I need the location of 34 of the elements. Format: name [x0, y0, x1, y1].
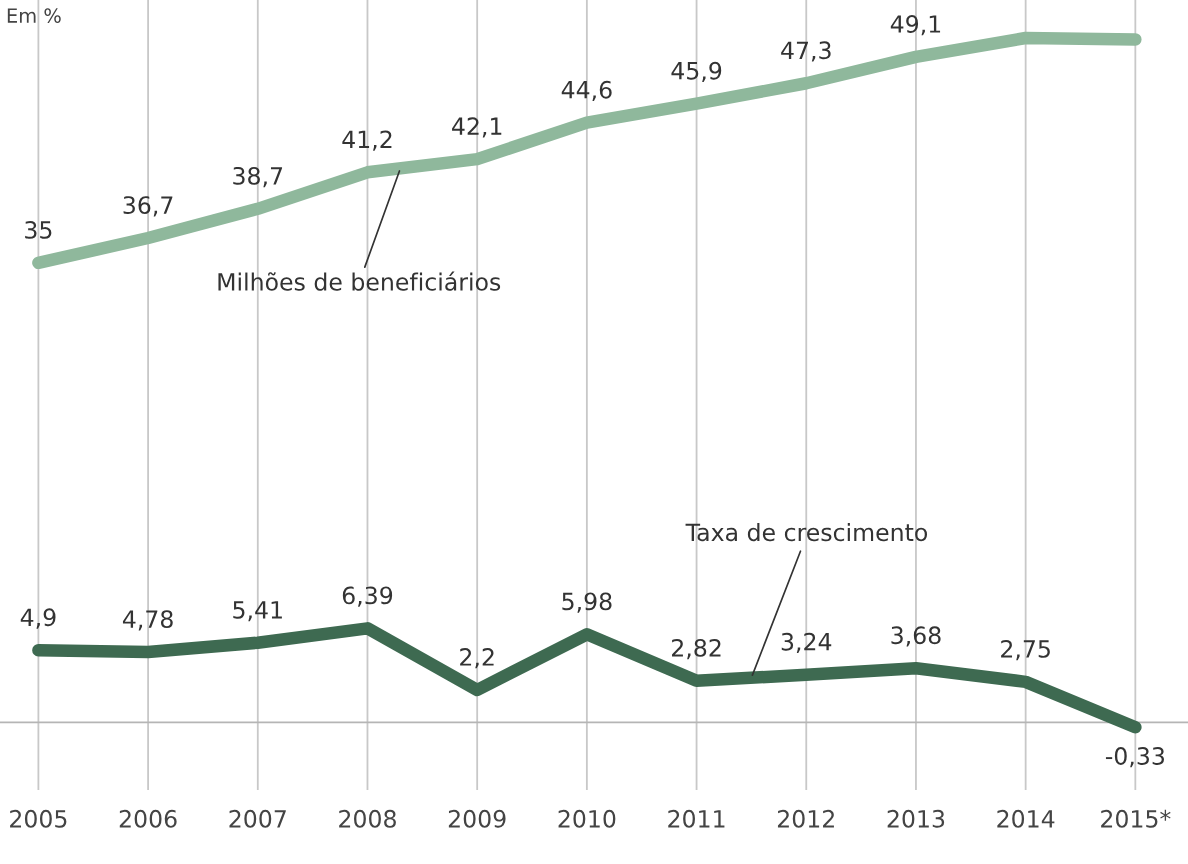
x-tick-label: 2007	[229, 809, 286, 828]
data-label: 45,9	[671, 61, 722, 83]
data-label: 6,39	[342, 586, 393, 607]
data-label: 36,7	[123, 196, 173, 217]
x-tick-label: 2005	[10, 809, 67, 828]
x-tick-label: 2012	[777, 809, 834, 828]
data-label: 38,7	[233, 166, 283, 188]
text: Taxa de crescimento	[685, 522, 928, 542]
data-label: 5,98	[562, 592, 612, 613]
x-tick-label: 2008	[339, 809, 396, 828]
x-tick-label: 2006	[119, 809, 177, 828]
x-tick-label: 2011	[668, 809, 725, 828]
data-label: 3,24	[781, 632, 832, 654]
data-label: 2,82	[672, 638, 721, 660]
x-tick-label: 2014	[997, 809, 1055, 828]
data-label: 47,3	[781, 41, 831, 62]
text: Milhões de beneficiários	[218, 271, 501, 291]
x-tick-label: 2013	[887, 809, 945, 828]
data-label: 2,75	[1001, 639, 1050, 661]
x-tick-label: 2010	[558, 809, 616, 828]
data-label: 5,41	[233, 601, 282, 622]
data-label: 41,2	[342, 130, 392, 151]
x-tick-label: 2009	[448, 809, 506, 828]
annotation: Em %	[7, 8, 61, 23]
data-label: 49,1	[890, 15, 941, 36]
data-label: -0,33	[1105, 747, 1164, 768]
data-label: 35	[25, 220, 52, 239]
data-label: 42,1	[452, 117, 502, 138]
data-label: 4,9	[20, 608, 56, 629]
data-label: 4,78	[122, 610, 173, 631]
data-label: 2,2	[460, 648, 494, 669]
x-tick-label: 2015*	[1101, 809, 1171, 828]
data-label: 44,6	[561, 80, 612, 102]
data-label: 3,68	[891, 626, 941, 647]
